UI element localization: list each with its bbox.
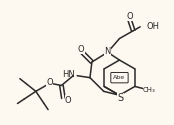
Text: S: S — [117, 93, 124, 103]
Text: O: O — [46, 78, 53, 87]
Text: N: N — [104, 47, 111, 56]
Text: O: O — [65, 96, 72, 105]
Text: O: O — [126, 12, 133, 20]
Text: OH: OH — [146, 22, 159, 31]
Text: HN: HN — [62, 70, 75, 79]
Text: O: O — [78, 45, 84, 54]
Text: Abe: Abe — [113, 75, 125, 80]
FancyBboxPatch shape — [111, 72, 128, 83]
Text: CH₃: CH₃ — [142, 87, 155, 93]
